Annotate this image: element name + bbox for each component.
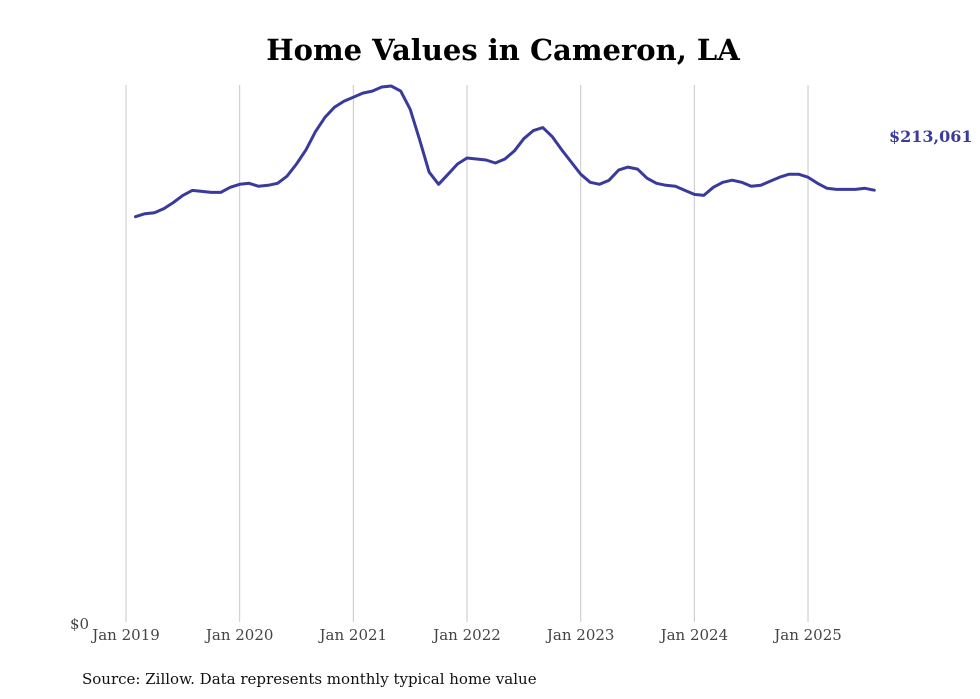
- x-axis-tick-labels: Jan 2019 Jan 2020 Jan 2021 Jan 2022 Jan 2023…: [90, 626, 842, 644]
- source-note: Source: Zillow. Data represents monthly …: [82, 670, 537, 688]
- x-tick-label: Jan 2025: [772, 626, 842, 644]
- grid-lines: [125, 85, 809, 622]
- x-tick-label: Jan 2022: [431, 626, 501, 644]
- x-tick-label: Jan 2023: [545, 626, 615, 644]
- home-value-line: [134, 84, 876, 219]
- y-axis-zero-label: $0: [70, 615, 89, 633]
- x-tick-label: Jan 2019: [90, 626, 160, 644]
- x-tick-label: Jan 2024: [659, 626, 729, 644]
- x-tick-label: Jan 2020: [204, 626, 274, 644]
- x-tick-label: Jan 2021: [318, 626, 388, 644]
- chart-title: Home Values in Cameron, LA: [266, 33, 740, 67]
- last-value-label: $213,061: [889, 127, 973, 146]
